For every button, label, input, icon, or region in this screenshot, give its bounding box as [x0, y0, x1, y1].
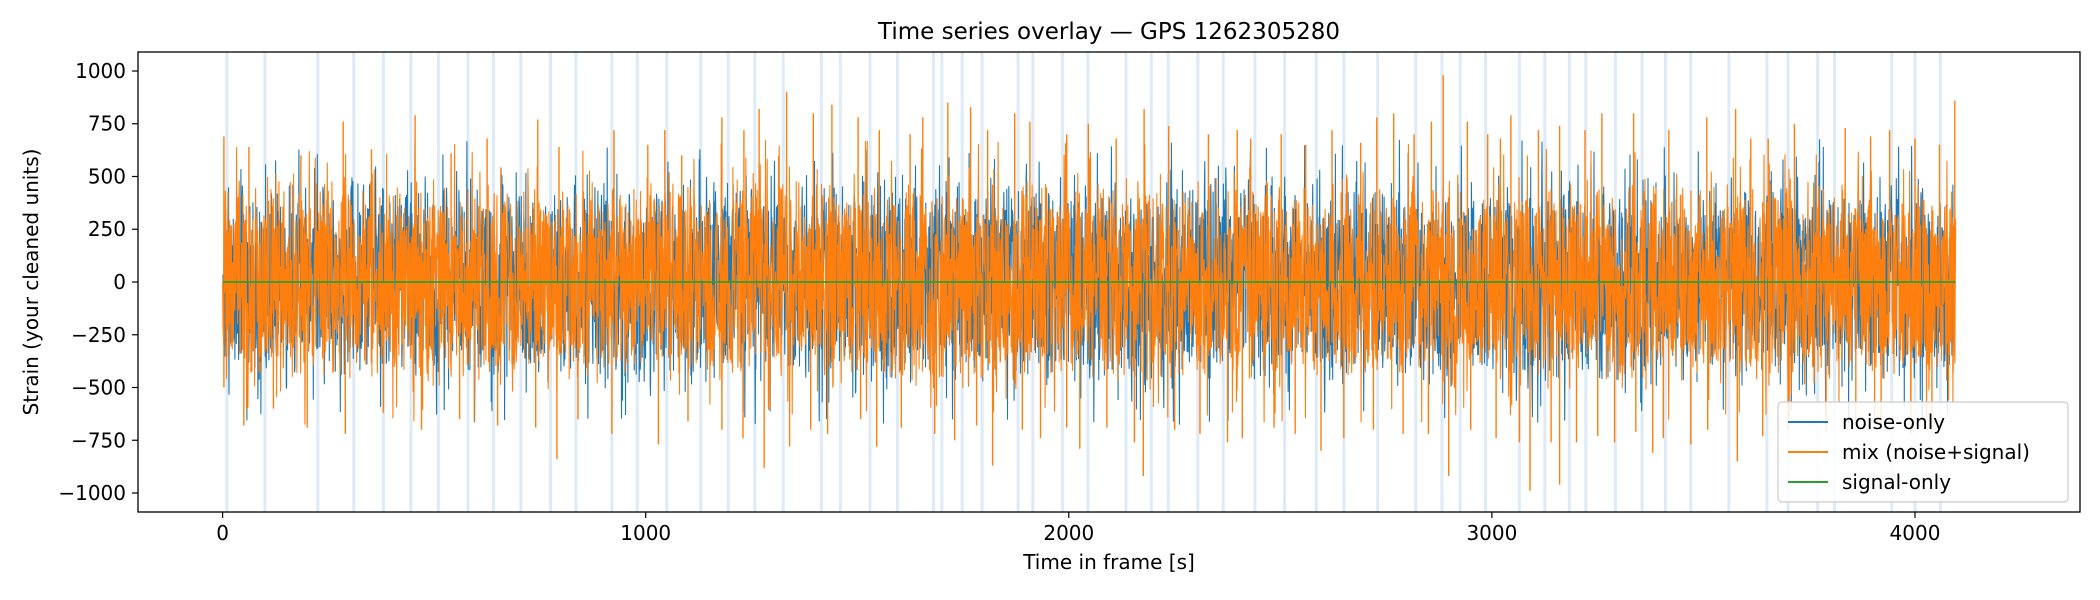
- legend-item: noise-only: [1788, 410, 1945, 434]
- series-line: [222, 139, 1957, 425]
- chart-title: Time series overlay — GPS 1262305280: [877, 19, 1340, 45]
- y-axis: 1000 750 500 250 0 −250 −500 −750 −1000: [58, 59, 138, 505]
- legend: noise-only mix (noise+signal) signal-only: [1777, 401, 2069, 503]
- y-tick-label: −750: [71, 428, 126, 452]
- x-tick-label: 3000: [1466, 521, 1517, 545]
- x-tick-label: 4000: [1890, 521, 1941, 545]
- y-axis-label: Strain (your cleaned units): [19, 149, 43, 416]
- y-tick-label: 0: [113, 270, 126, 294]
- x-tick-label: 1000: [620, 521, 671, 545]
- series-spikes: [223, 75, 1956, 491]
- legend-item: mix (noise+signal): [1788, 440, 2030, 464]
- x-axis: 0 1000 2000 3000 4000: [216, 512, 1940, 545]
- legend-item: signal-only: [1788, 470, 1951, 494]
- x-axis-label: Time in frame [s]: [1022, 550, 1195, 574]
- series-mix: [222, 75, 1957, 491]
- legend-box: [1777, 401, 2069, 503]
- y-tick-label: 250: [88, 217, 126, 241]
- y-tick-label: −1000: [58, 481, 126, 505]
- y-tick-label: −250: [71, 323, 126, 347]
- y-tick-label: 1000: [75, 59, 126, 83]
- y-tick-label: 500: [88, 164, 126, 188]
- legend-label: signal-only: [1842, 470, 1951, 494]
- x-tick-label: 2000: [1043, 521, 1094, 545]
- legend-label: mix (noise+signal): [1842, 440, 2030, 464]
- y-tick-label: 750: [88, 112, 126, 136]
- x-tick-label: 0: [216, 521, 229, 545]
- y-tick-label: −500: [71, 376, 126, 400]
- legend-label: noise-only: [1842, 410, 1945, 434]
- series-layer: [222, 75, 1957, 491]
